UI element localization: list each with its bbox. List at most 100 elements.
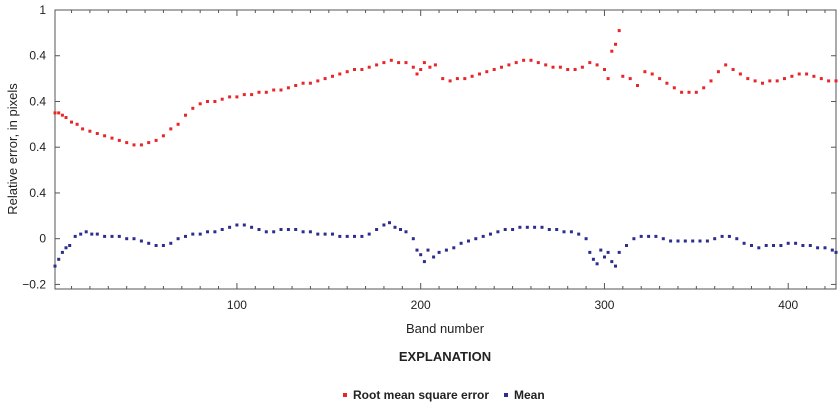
mean-point — [220, 228, 224, 231]
mean-point — [393, 225, 397, 229]
mean-point — [606, 250, 610, 254]
mean-point — [599, 248, 603, 252]
rmse-point — [125, 141, 129, 145]
mean-point — [432, 255, 436, 259]
mean-point — [720, 234, 724, 238]
mean-point — [338, 234, 342, 238]
mean-point — [525, 225, 529, 229]
rmse-point — [797, 72, 801, 76]
rmse-point — [169, 127, 173, 131]
mean-point — [533, 225, 537, 229]
rmse-point — [551, 65, 555, 69]
rmse-point — [81, 127, 85, 131]
series-layer — [53, 29, 838, 268]
rmse-point — [478, 72, 481, 76]
mean-point — [816, 246, 820, 250]
mean-point — [375, 228, 379, 231]
mean-point — [73, 234, 77, 238]
rmse-point — [672, 86, 676, 90]
legend-marker-mean — [504, 393, 508, 397]
mean-point — [272, 230, 276, 234]
mean-point — [79, 232, 83, 236]
rmse-point — [595, 63, 599, 67]
rmse-point — [603, 68, 606, 71]
rmse-point — [783, 77, 786, 81]
mean-point — [84, 230, 88, 234]
mean-point — [404, 230, 408, 234]
rmse-point — [680, 90, 684, 94]
mean-point — [132, 237, 136, 241]
series-rmse — [53, 29, 838, 147]
series-mean — [53, 221, 838, 268]
mean-point — [437, 250, 441, 254]
rmse-point — [220, 97, 224, 101]
mean-point — [53, 264, 57, 268]
mean-point — [117, 234, 121, 238]
rmse-point — [206, 100, 209, 103]
rmse-point — [448, 79, 452, 83]
rmse-point — [775, 79, 779, 83]
legend: Root mean square error Mean — [343, 388, 545, 402]
legend-marker-rmse — [343, 393, 347, 397]
mean-point — [779, 244, 783, 247]
rmse-point — [514, 61, 518, 65]
mean-point — [467, 239, 470, 243]
mean-point — [595, 262, 599, 266]
rmse-point — [507, 63, 511, 67]
legend-title: EXPLANATION — [399, 349, 491, 364]
mean-point — [764, 244, 768, 247]
y-tick-label: 0.4 — [29, 94, 46, 108]
mean-point — [257, 228, 261, 231]
mean-point — [399, 228, 402, 231]
rmse-point — [64, 116, 68, 119]
mean-point — [481, 234, 485, 238]
x-axis-title: Band number — [406, 321, 485, 336]
rmse-point — [621, 74, 625, 78]
mean-point — [584, 237, 588, 241]
mean-point — [569, 230, 573, 234]
mean-point — [68, 244, 72, 247]
rmse-point — [279, 88, 283, 92]
y-tick-label: 1 — [39, 3, 46, 17]
x-tick-label: 200 — [411, 298, 431, 312]
rmse-point — [614, 42, 617, 46]
rmse-point — [103, 134, 107, 138]
rmse-point — [382, 61, 386, 65]
mean-point — [588, 250, 592, 254]
mean-point — [444, 248, 448, 252]
legend-label-mean: Mean — [514, 388, 545, 402]
rmse-point — [441, 77, 445, 81]
plot-area — [54, 9, 837, 290]
mean-point — [419, 253, 423, 257]
rmse-point — [617, 29, 621, 33]
rmse-point — [331, 74, 334, 78]
mean-point — [808, 244, 812, 247]
rmse-point — [428, 65, 432, 69]
mean-point — [713, 237, 717, 241]
rmse-point — [470, 74, 474, 78]
mean-point — [382, 223, 386, 227]
rmse-point — [827, 79, 831, 83]
rmse-point — [761, 81, 764, 85]
mean-point — [191, 232, 195, 236]
mean-point — [264, 230, 268, 234]
rmse-point — [411, 65, 415, 69]
rmse-point — [573, 68, 577, 71]
rmse-point — [812, 74, 816, 78]
mean-point — [452, 246, 456, 250]
mean-point — [834, 250, 838, 254]
rmse-point — [60, 113, 64, 117]
y-tick-label: 0 — [39, 232, 46, 246]
rmse-point — [404, 61, 408, 65]
mean-point — [360, 234, 364, 238]
rmse-point — [738, 72, 742, 76]
y-axis-title: Relative error, in pixels — [5, 83, 20, 215]
rmse-point — [819, 77, 823, 81]
mean-point — [647, 234, 651, 238]
rmse-point — [184, 113, 187, 117]
mean-point — [110, 234, 114, 238]
rmse-point — [75, 122, 79, 126]
y-tick-label: 0.4 — [29, 186, 46, 200]
mean-point — [617, 250, 621, 254]
mean-point — [301, 230, 305, 234]
